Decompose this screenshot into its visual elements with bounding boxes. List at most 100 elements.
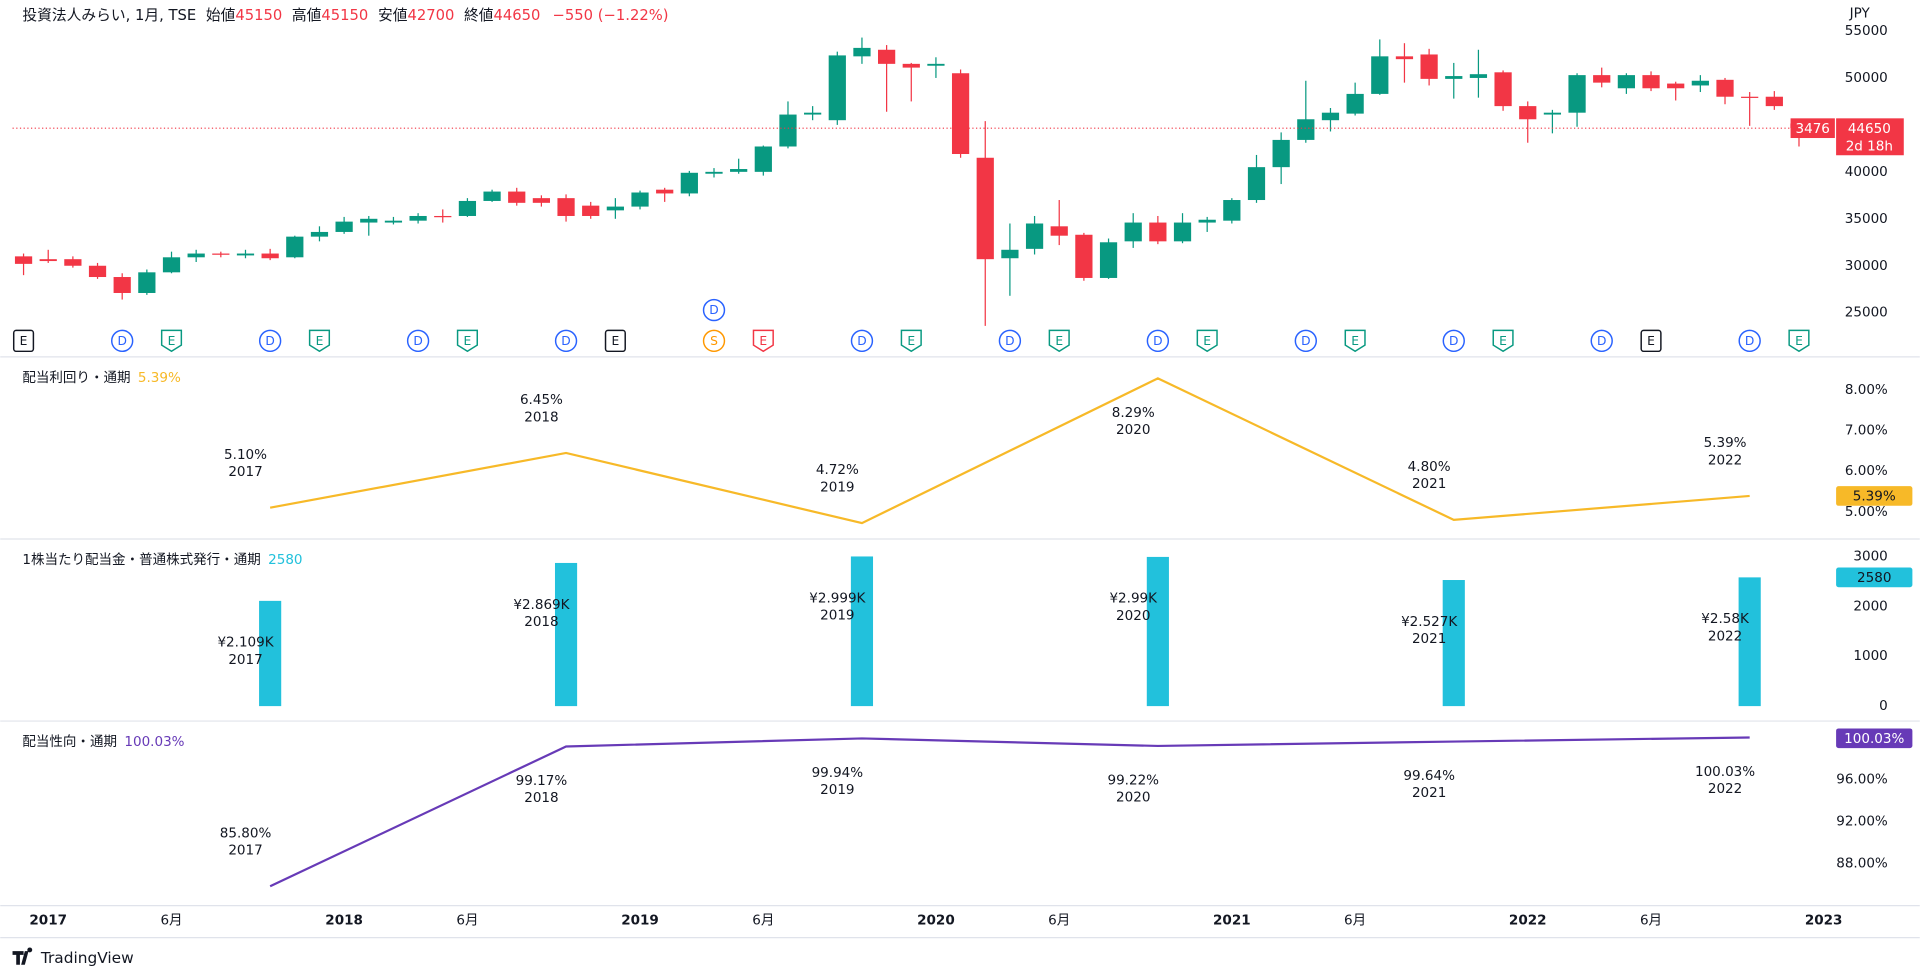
data-label-year: 2022 (1708, 781, 1742, 797)
y-tick-label: 1000 (1853, 648, 1887, 664)
candle-body (162, 257, 181, 273)
event-label: D (1597, 334, 1606, 348)
candle-body (1741, 96, 1759, 98)
candle-body (878, 49, 896, 64)
data-label-value: ¥2.869K (513, 597, 570, 613)
candle-body (557, 198, 575, 216)
event-marker: E (1788, 329, 1810, 353)
y-tick-label: 50000 (1845, 70, 1888, 86)
data-label: 99.94% 2019 (812, 765, 864, 798)
event-label: D (265, 334, 274, 348)
data-label-year: 2017 (228, 464, 262, 480)
data-label-year: 2020 (1116, 608, 1150, 624)
candle-body (1050, 226, 1068, 236)
candle-body (1075, 234, 1093, 278)
y-tick-label: 25000 (1845, 305, 1888, 321)
candle-body (1321, 112, 1340, 121)
high-value: 45150 (321, 7, 368, 24)
pane-legend: 1株当たり配当金・普通株式発行・通期 2580 (22, 552, 302, 568)
event-label: D (1301, 334, 1310, 348)
event-shape (604, 329, 626, 353)
last-value-badge-text: 5.39% (1853, 489, 1896, 505)
candle-body (1568, 75, 1586, 113)
data-label: 8.29% 2020 (1112, 405, 1155, 438)
data-label: ¥2.999K 2019 (809, 590, 866, 623)
event-shape (1344, 329, 1366, 353)
event-shape (308, 329, 331, 353)
event-label: S (710, 334, 718, 348)
event-label: D (1153, 334, 1162, 348)
open-label: 始値 (206, 7, 236, 24)
event-marker: E (456, 329, 478, 353)
x-tick-label: 2022 (1509, 912, 1547, 928)
data-label-value: 99.17% (516, 773, 568, 789)
candle-body (779, 114, 797, 147)
data-label-year: 2021 (1412, 476, 1446, 492)
candle-body (14, 256, 33, 264)
data-label: 4.72% 2019 (816, 462, 859, 495)
data-label-value: ¥2.527K (1401, 614, 1458, 630)
event-shape (702, 298, 726, 322)
candle-body (927, 63, 945, 66)
event-marker: E (308, 329, 331, 353)
event-shape (1640, 329, 1662, 353)
pane-legend: 配当利回り・通期 5.39% (22, 370, 181, 386)
data-label: 100.03% 2022 (1695, 764, 1755, 797)
candle-body (730, 169, 748, 172)
data-label: 4.80% 2021 (1408, 459, 1451, 492)
event-marker: S (702, 329, 726, 353)
candle-body (212, 253, 230, 255)
candle-body (532, 198, 551, 203)
data-label-value: ¥2.999K (809, 590, 866, 606)
data-label-value: 5.10% (224, 447, 267, 463)
event-shape (1788, 329, 1810, 353)
x-tick-label: 6月 (1344, 912, 1366, 928)
y-tick-label: 8.00% (1845, 382, 1888, 398)
candle-body (1001, 249, 1019, 259)
event-shape (1294, 329, 1318, 353)
logo-icon (12, 947, 33, 965)
y-tick-label: 88.00% (1836, 855, 1888, 871)
candle-body (1667, 83, 1685, 89)
event-label: D (1449, 334, 1458, 348)
candle-body (483, 191, 501, 201)
event-label: D (1745, 334, 1754, 348)
y-tick-label: 6.00% (1845, 463, 1888, 479)
candle-body (335, 221, 353, 232)
symbol-title: 投資法人みらい, 1月, TSE (22, 7, 196, 24)
event-marker: D (1590, 329, 1613, 353)
data-label-value: ¥2.99K (1109, 591, 1158, 607)
data-label-value: 6.45% (520, 392, 563, 408)
candle-body (828, 55, 846, 121)
data-label-value: 8.29% (1112, 405, 1155, 421)
data-label-year: 2019 (820, 782, 854, 798)
candle-body (360, 218, 378, 223)
data-label-value: ¥2.58K (1701, 611, 1750, 627)
count-badge: 3476 (1796, 121, 1830, 137)
last-value-badge-text: 100.03% (1844, 731, 1904, 747)
candle-body (1765, 96, 1783, 107)
event-shape (1048, 329, 1070, 353)
bar (850, 556, 874, 707)
x-tick-label: 2017 (29, 912, 67, 928)
event-marker: D (554, 329, 578, 353)
event-shape (1492, 329, 1514, 353)
data-label: 5.10% 2017 (224, 447, 267, 480)
y-tick-label: 3000 (1853, 548, 1887, 564)
bar (1738, 577, 1761, 707)
pane-value: 2580 (268, 552, 302, 568)
candle-body (976, 157, 994, 260)
event-shape (456, 329, 478, 353)
y-tick-label: 5.00% (1845, 504, 1888, 520)
data-label-year: 2017 (228, 652, 262, 668)
candle-body (187, 253, 205, 258)
candle-body (1025, 223, 1044, 249)
candle-body (1198, 219, 1216, 223)
event-marker: D (1294, 329, 1318, 353)
candle-body (1297, 119, 1315, 140)
candle-body (409, 215, 427, 221)
event-marker: D (702, 298, 726, 322)
event-label: E (464, 334, 472, 348)
